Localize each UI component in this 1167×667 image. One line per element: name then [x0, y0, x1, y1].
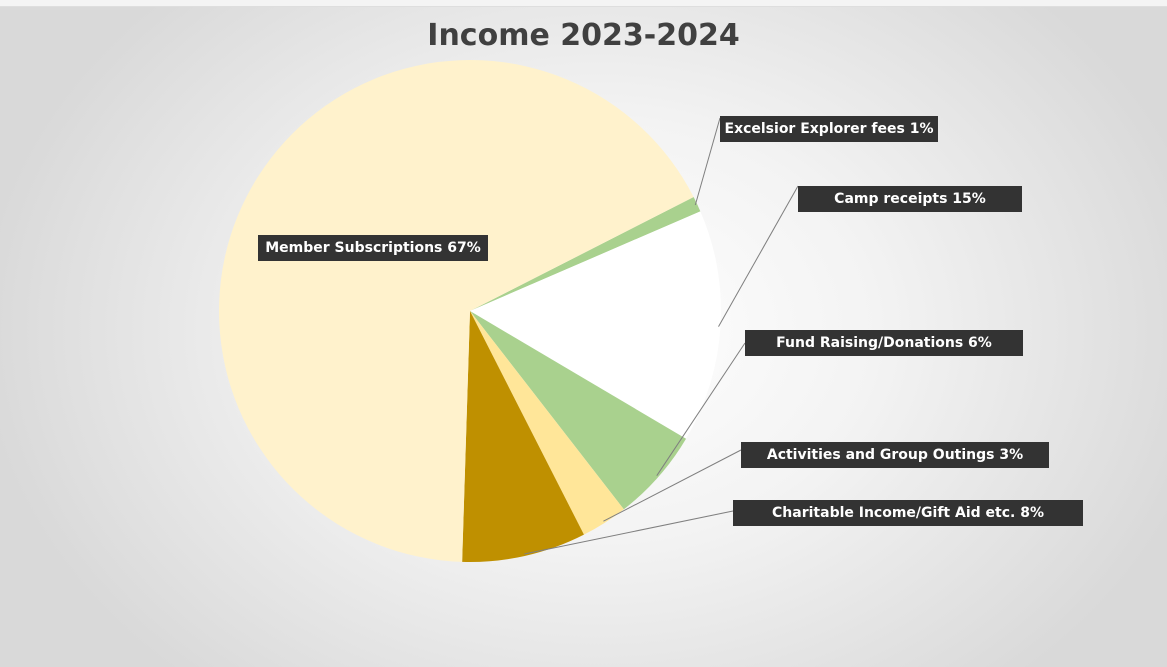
leader-line-camp-receipts — [718, 185, 799, 327]
top-strip — [0, 0, 1167, 7]
chart-title: Income 2023-2024 — [427, 18, 740, 53]
data-label-charitable-income-gift-aid: Charitable Income/Gift Aid etc. 8% — [733, 500, 1083, 526]
slice-excelsior-explorer-fees — [470, 197, 701, 311]
leader-line-fund-raising-donations — [656, 342, 746, 476]
data-label-activities-group-outings: Activities and Group Outings 3% — [741, 442, 1049, 468]
slice-fund-raising-donations — [470, 311, 687, 510]
slice-camp-receipts — [470, 211, 721, 439]
leader-line-excelsior-explorer-fees — [694, 117, 721, 206]
leader-line-charitable-income-gift-aid — [524, 510, 734, 555]
data-label-member-subscriptions: Member Subscriptions 67% — [258, 235, 488, 261]
data-label-camp-receipts: Camp receipts 15% — [798, 186, 1022, 212]
leader-line-activities-group-outings — [603, 449, 742, 522]
data-label-fund-raising-donations: Fund Raising/Donations 6% — [745, 330, 1023, 356]
slice-charitable-income-gift-aid — [462, 311, 584, 562]
data-label-excelsior-explorer-fees: Excelsior Explorer fees 1% — [720, 116, 938, 142]
slice-member-subscriptions — [219, 60, 694, 562]
slice-activities-group-outings — [470, 311, 624, 535]
